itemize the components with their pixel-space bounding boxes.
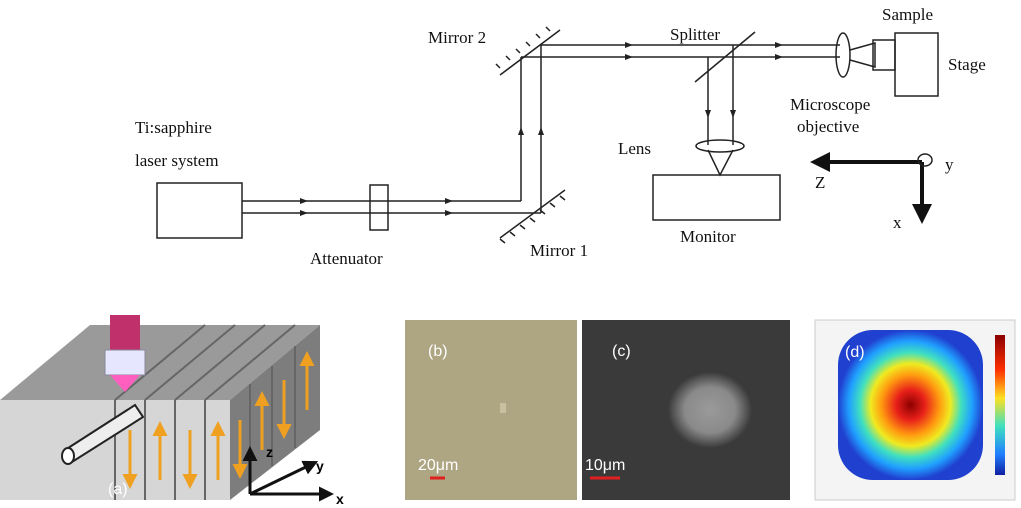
stage-label: Stage (948, 55, 986, 74)
laser-label: laser system (135, 151, 219, 170)
scale-label: 20μm (418, 457, 458, 474)
axis-label: y (316, 458, 324, 474)
stage (894, 32, 939, 97)
objective-label: objective (797, 117, 859, 136)
panel-label: (c) (612, 343, 631, 360)
stage-axes: Z y x (810, 152, 954, 232)
beams (242, 44, 840, 214)
axis-label: z (266, 444, 273, 460)
sample-label: Sample (882, 5, 933, 24)
mirror-2 (495, 26, 561, 76)
panel-d: (d) (814, 319, 1016, 501)
panel-c: (c) 10μm (582, 320, 790, 500)
beam-arrows (300, 42, 783, 216)
panel-label: (a) (108, 481, 128, 498)
panel-b: (b) 20μm (405, 320, 577, 500)
monitor (652, 174, 781, 221)
splitter (694, 31, 756, 83)
objective-label: Microscope (790, 95, 870, 114)
scale-label: 10μm (585, 457, 625, 474)
objective (835, 32, 851, 78)
lens (695, 139, 745, 153)
objective-tip (849, 42, 876, 68)
setup-diagram: Ti:sapphire laser system Attenuator Mirr… (135, 5, 986, 268)
axis-label: y (945, 155, 954, 174)
panel-label: (b) (428, 343, 448, 360)
axis-label: Z (815, 173, 825, 192)
focus-cone (707, 149, 734, 177)
panel-label: (d) (845, 344, 865, 361)
lens-label: Lens (618, 139, 651, 158)
mirror-1 (499, 189, 566, 244)
mirror-1-label: Mirror 1 (530, 241, 588, 260)
laser-box (156, 182, 243, 239)
sample (872, 39, 896, 71)
splitter-label: Splitter (670, 25, 720, 44)
attenuator-label: Attenuator (310, 249, 383, 268)
axis-label: x (336, 491, 344, 507)
panel-a-axes (242, 446, 334, 502)
laser-label: Ti:sapphire (135, 118, 212, 137)
panel-a: (a) z y x (0, 315, 344, 507)
mirror-2-label: Mirror 2 (428, 28, 486, 47)
attenuator (369, 184, 389, 231)
monitor-label: Monitor (680, 227, 736, 246)
axis-label: x (893, 213, 902, 232)
